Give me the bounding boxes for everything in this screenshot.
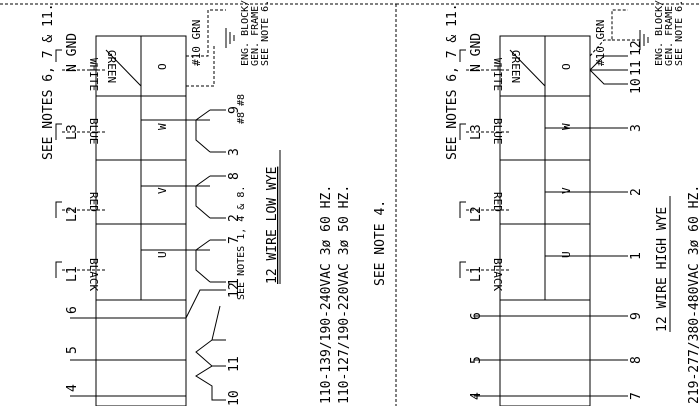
left-note6: SEE NOTE 6. (260, 0, 271, 66)
left-term-o: O (156, 63, 169, 70)
left-lead-7: 7 (227, 236, 242, 244)
left-wire-white: WHITE (87, 58, 100, 91)
left-see-note4: SEE NOTE 4. (373, 200, 388, 286)
right-grn: #10 GRN (594, 20, 607, 66)
left-coil-6: 6 (65, 306, 80, 314)
right-volt1: 219-277/380-480VAC 3ø 60 HZ. (687, 185, 700, 404)
right-title: 12 WIRE HIGH WYE (655, 207, 670, 332)
left-volt1: 110-139/190-240VAC 3ø 60 HZ. (319, 185, 334, 404)
left-block: ENG. BLOCK/ (240, 0, 251, 66)
left-term-u: U (156, 251, 169, 258)
right-low-7: 7 (629, 392, 644, 400)
right-wire-blue: BLUE (491, 118, 504, 145)
right-diagram: SEE NOTES 6, 7 & 11. L1 L2 L3 N GND BLAC… (396, 0, 700, 406)
left-wire-blue: BLUE (87, 118, 100, 145)
right-coil-4: 4 (469, 392, 484, 400)
right-wire-white: WHITE (491, 58, 504, 91)
left-n8a: #8 (236, 94, 247, 106)
right-term-w: W (560, 123, 573, 130)
right-top-10: 10 (629, 78, 644, 94)
left-lead-10: 10 (227, 390, 242, 406)
right-coil-5: 5 (469, 356, 484, 364)
right-top-12: 12 (629, 40, 644, 56)
right-term-o: O (560, 63, 573, 70)
right-top-11: 11 (629, 60, 644, 76)
left-wire-black: BLACK (87, 258, 100, 291)
left-line-l1: L1 (65, 266, 80, 282)
right-line-l3: L3 (469, 124, 484, 140)
right-lead-3: 3 (629, 124, 644, 132)
right-lead-1: 1 (629, 252, 644, 260)
right-low-8: 8 (629, 356, 644, 364)
left-coil-5: 5 (65, 346, 80, 354)
right-wire-red: RED (491, 192, 504, 212)
left-term-v: V (156, 187, 169, 194)
right-wire-green: GREEN (509, 50, 522, 83)
right-line-l2: L2 (469, 206, 484, 222)
right-notes: SEE NOTES 6, 7 & 11. (445, 3, 460, 160)
left-line-ngnd: N GND (65, 33, 80, 72)
left-term-w: W (156, 123, 169, 130)
left-n8b: #8 (236, 112, 247, 124)
right-block: ENG. BLOCK/ (654, 0, 665, 66)
right-low-9: 9 (629, 312, 644, 320)
left-lead-12: 12 (227, 282, 242, 298)
left-coil-4: 4 (65, 384, 80, 392)
right-term-v: V (560, 187, 573, 194)
right-note6: SEE NOTE 6. (674, 0, 685, 66)
right-coil-6: 6 (469, 312, 484, 320)
left-wire-green: GREEN (105, 50, 118, 83)
left-notes: SEE NOTES 6, 7 & 11. (41, 3, 56, 160)
left-volt2: 110-127/190-220VAC 3ø 50 HZ. (337, 185, 352, 404)
left-lead-8: 8 (227, 172, 242, 180)
left-lead-2: 2 (227, 214, 242, 222)
left-diagram: SEE NOTES 6, 7 & 11. L1 L2 L3 N GND BLAC… (0, 0, 397, 406)
left-line-l3: L3 (65, 124, 80, 140)
left-wire-red: RED (87, 192, 100, 212)
left-lead-1: 1 (227, 278, 242, 286)
right-frame: GEN. FRAME (664, 6, 675, 66)
left-title: 12 WIRE LOW WYE (265, 167, 280, 284)
left-notes1: SEE NOTES 1, 4 & 8. (236, 186, 247, 300)
right-term-u: U (560, 251, 573, 258)
left-line-l2: L2 (65, 206, 80, 222)
right-line-l1: L1 (469, 266, 484, 282)
right-lead-2: 2 (629, 188, 644, 196)
left-lead-11: 11 (227, 356, 242, 372)
left-lead-9: 9 (227, 106, 242, 114)
left-lead-3: 3 (227, 148, 242, 156)
right-wire-black: BLACK (491, 258, 504, 291)
left-grn: #10 GRN (190, 20, 203, 66)
left-frame: GEN. FRAME (250, 6, 261, 66)
right-line-ngnd: N GND (469, 33, 484, 72)
